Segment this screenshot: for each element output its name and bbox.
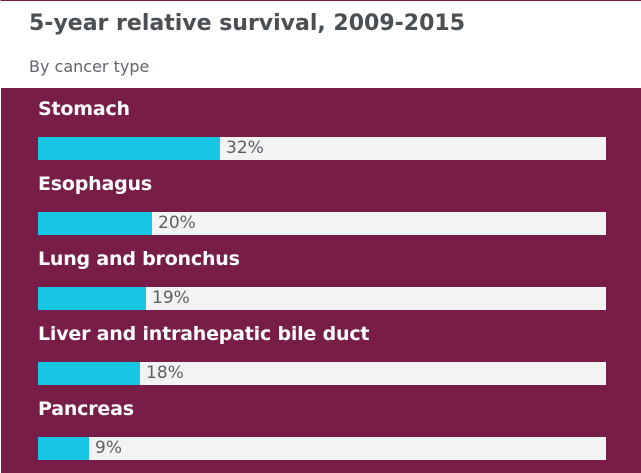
category-label-esophagus: Esophagus (38, 173, 152, 195)
value-label-pancreas: 9% (95, 438, 122, 458)
bar-liver-and-intrahepatic-bile-duct (38, 362, 140, 385)
bar-row-liver-and-intrahepatic-bile-duct: Liver and intrahepatic bile duct 18% (38, 323, 606, 385)
bar-track-esophagus: 20% (38, 212, 606, 235)
bar-row-lung-and-bronchus: Lung and bronchus 19% (38, 248, 606, 310)
bar-stomach (38, 137, 220, 160)
chart-subtitle: By cancer type (29, 57, 150, 76)
chart-header: 5-year relative survival, 2009-2015 By c… (1, 1, 641, 88)
category-label-liver-and-intrahepatic-bile-duct: Liver and intrahepatic bile duct (38, 323, 370, 345)
category-label-pancreas: Pancreas (38, 398, 134, 420)
bar-chart: Stomach 32% Esophagus 20% Lung and bronc… (1, 88, 641, 473)
category-label-stomach: Stomach (38, 98, 130, 120)
value-label-stomach: 32% (226, 138, 264, 158)
bar-row-esophagus: Esophagus 20% (38, 173, 606, 235)
category-label-lung-and-bronchus: Lung and bronchus (38, 248, 240, 270)
value-label-liver-and-intrahepatic-bile-duct: 18% (146, 363, 184, 383)
bar-esophagus (38, 212, 152, 235)
bar-track-stomach: 32% (38, 137, 606, 160)
bar-row-pancreas: Pancreas 9% (38, 398, 606, 460)
value-label-lung-and-bronchus: 19% (152, 288, 190, 308)
bar-lung-and-bronchus (38, 287, 146, 310)
bar-track-lung-and-bronchus: 19% (38, 287, 606, 310)
chart-title: 5-year relative survival, 2009-2015 (29, 11, 466, 36)
bar-pancreas (38, 437, 89, 460)
bar-track-liver-and-intrahepatic-bile-duct: 18% (38, 362, 606, 385)
bar-row-stomach: Stomach 32% (38, 98, 606, 160)
bar-track-pancreas: 9% (38, 437, 606, 460)
value-label-esophagus: 20% (158, 213, 196, 233)
